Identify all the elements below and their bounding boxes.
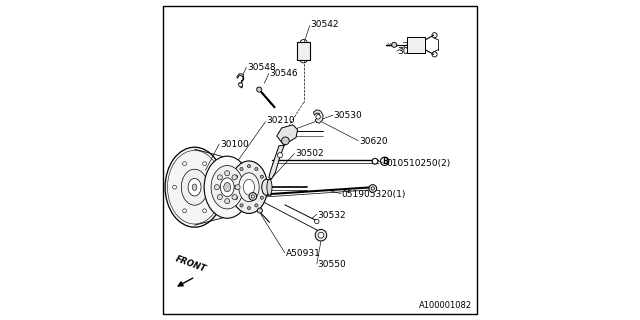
Circle shape (232, 195, 237, 200)
Circle shape (262, 186, 266, 189)
Text: 010510250(2): 010510250(2) (386, 159, 450, 168)
Circle shape (240, 167, 243, 171)
Circle shape (182, 162, 186, 165)
Text: 30548: 30548 (247, 63, 276, 72)
Ellipse shape (224, 182, 230, 192)
Text: 30210: 30210 (266, 116, 295, 125)
Circle shape (234, 175, 237, 178)
Circle shape (203, 209, 207, 213)
Text: 30622: 30622 (397, 47, 426, 56)
Circle shape (371, 187, 374, 190)
Circle shape (255, 167, 258, 171)
Circle shape (278, 153, 283, 158)
Circle shape (318, 232, 324, 238)
Text: 30542: 30542 (310, 20, 339, 29)
Text: 30100: 30100 (220, 140, 248, 149)
Circle shape (212, 185, 216, 189)
Circle shape (232, 175, 237, 180)
Ellipse shape (267, 179, 272, 195)
Polygon shape (277, 125, 298, 146)
Polygon shape (237, 74, 244, 88)
Ellipse shape (204, 156, 250, 218)
Circle shape (260, 175, 264, 178)
Circle shape (235, 185, 240, 190)
Ellipse shape (188, 179, 201, 196)
Text: A50931: A50931 (285, 249, 320, 258)
Ellipse shape (211, 165, 243, 209)
Ellipse shape (262, 179, 271, 195)
Circle shape (248, 164, 251, 168)
Circle shape (232, 186, 236, 189)
Circle shape (225, 199, 230, 204)
Text: 30502: 30502 (295, 149, 324, 158)
Ellipse shape (230, 161, 268, 213)
Ellipse shape (243, 179, 255, 195)
Text: 051905320(1): 051905320(1) (342, 190, 406, 199)
Circle shape (252, 195, 255, 198)
Text: 30620: 30620 (359, 137, 388, 146)
Circle shape (372, 158, 378, 164)
Circle shape (255, 204, 258, 207)
Text: 30546: 30546 (269, 69, 298, 78)
Circle shape (182, 209, 186, 213)
Circle shape (257, 208, 262, 213)
Text: A100001082: A100001082 (419, 301, 472, 310)
Circle shape (173, 185, 177, 189)
Circle shape (214, 185, 220, 190)
Circle shape (249, 193, 257, 200)
Circle shape (314, 219, 319, 224)
Ellipse shape (165, 147, 224, 227)
Circle shape (257, 87, 262, 92)
Circle shape (239, 83, 243, 87)
Circle shape (316, 229, 327, 241)
Text: 30530: 30530 (333, 111, 362, 120)
Circle shape (218, 175, 223, 180)
FancyBboxPatch shape (297, 43, 310, 60)
Circle shape (369, 185, 376, 192)
Circle shape (392, 42, 397, 47)
Circle shape (218, 195, 223, 200)
Circle shape (203, 162, 207, 165)
Text: FRONT: FRONT (174, 254, 207, 274)
Polygon shape (269, 146, 284, 179)
Text: 30550: 30550 (317, 260, 346, 269)
Text: 30532: 30532 (317, 211, 346, 220)
FancyBboxPatch shape (407, 37, 425, 53)
Circle shape (234, 196, 237, 199)
Polygon shape (314, 110, 323, 123)
Circle shape (316, 115, 321, 119)
Ellipse shape (239, 173, 259, 202)
Text: B: B (382, 157, 387, 166)
Ellipse shape (181, 169, 208, 205)
Ellipse shape (192, 184, 197, 190)
Circle shape (225, 171, 230, 176)
Circle shape (260, 196, 264, 199)
Ellipse shape (220, 178, 234, 196)
Circle shape (240, 204, 243, 207)
Circle shape (248, 207, 251, 210)
Circle shape (282, 137, 289, 145)
